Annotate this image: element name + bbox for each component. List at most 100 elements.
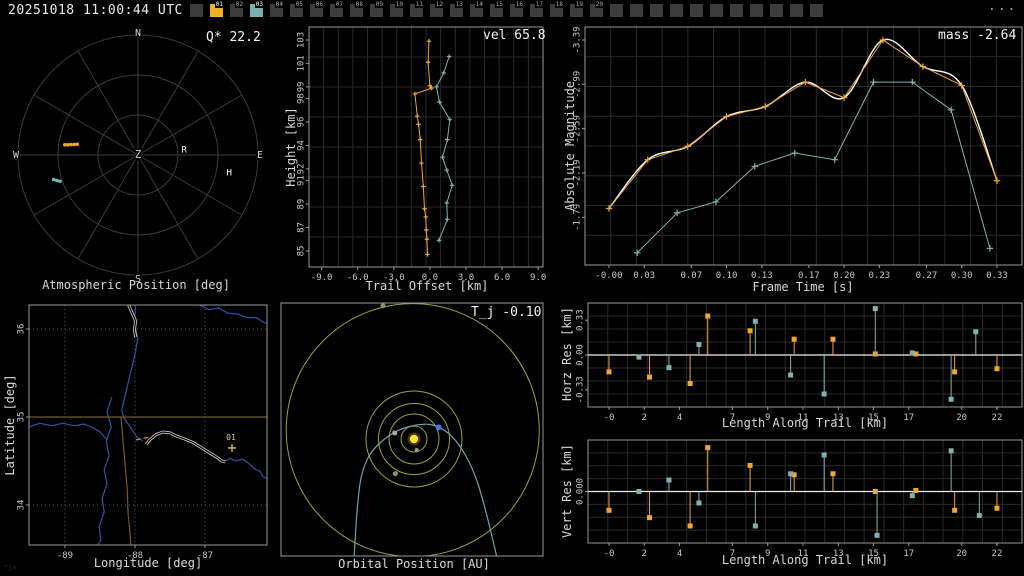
marker-plus: [634, 249, 641, 257]
track-dot: [55, 178, 59, 183]
event-box-08[interactable]: 08: [350, 1, 364, 17]
stem-square: [830, 336, 836, 342]
event-box-14[interactable]: 14: [470, 1, 484, 17]
mercury-dot: [414, 447, 419, 452]
event-box-blank[interactable]: [770, 4, 783, 17]
stem-square: [747, 328, 753, 334]
x-tick-label: 2: [642, 413, 647, 423]
river: [97, 396, 113, 545]
stem-square: [994, 366, 1000, 372]
marker-plus: [412, 91, 418, 97]
polar-spoke: [77, 50, 139, 156]
x-tick-label: -3.0: [383, 273, 405, 283]
event-box-blank[interactable]: [670, 4, 683, 17]
marker-plus: [421, 184, 426, 189]
y-tick-label: 0.00: [576, 344, 586, 366]
event-box-01[interactable]: 01: [210, 1, 224, 17]
y-tick-label: 92: [297, 163, 307, 174]
plot-frame: [308, 26, 544, 268]
x-tick-label: 0.33: [986, 271, 1008, 281]
event-box-11[interactable]: 11: [410, 1, 424, 17]
map-ylabel: Latitude [deg]: [3, 374, 17, 476]
event-box-number: 01: [214, 1, 224, 8]
polar-spoke: [77, 154, 139, 260]
mass-value: mass -2.64: [938, 28, 1017, 43]
event-box-10[interactable]: 10: [390, 1, 404, 17]
event-box-blank[interactable]: [690, 4, 703, 17]
x-tick-label: 13: [833, 549, 844, 559]
event-box-20[interactable]: 20: [590, 1, 604, 17]
map-features: 01: [29, 305, 267, 545]
marker-plus: [751, 163, 758, 170]
event-box-17[interactable]: 17: [530, 1, 544, 17]
event-box-blank[interactable]: [190, 4, 203, 17]
river: [121, 305, 144, 442]
x-tick-label: 15: [868, 549, 879, 559]
marker-plus: [958, 82, 965, 89]
orbit-graphics: [285, 303, 540, 556]
stem-square: [687, 523, 693, 529]
y-tick-label: -3.39: [573, 26, 583, 53]
event-box-number: 16: [514, 1, 524, 8]
y-tick-label: 87: [297, 222, 307, 233]
x-tick-label: 4: [677, 549, 682, 559]
y-tick-label: 103: [297, 32, 307, 48]
y-tick-label: -0.33: [576, 376, 586, 403]
velocity-value: vel 65.8: [483, 28, 546, 43]
event-box-04[interactable]: 04: [270, 1, 284, 17]
residual-series-station-01: [606, 313, 1000, 386]
event-box-blank[interactable]: [810, 4, 823, 17]
radiant-marker-R: R: [181, 145, 187, 155]
mars-dot: [392, 471, 398, 477]
marker-plus: [762, 103, 769, 110]
event-box-16[interactable]: 16: [510, 1, 524, 17]
planet-orbit-ring: [365, 390, 463, 488]
stem-square: [666, 477, 672, 483]
polar-spoke: [33, 154, 139, 216]
vert-res-xlabel: Length Along Trail [km]: [721, 553, 889, 567]
overflow-menu[interactable]: ...: [988, 0, 1018, 14]
event-box-number: 11: [414, 1, 424, 8]
stem-square: [788, 471, 794, 477]
stem-square: [909, 350, 915, 356]
event-box-blank[interactable]: [650, 4, 663, 17]
clock: 20251018 11:00:44 UTC: [8, 3, 183, 18]
event-box-03[interactable]: 03: [250, 1, 264, 17]
y-tick-label: -2.59: [573, 115, 583, 142]
event-box-blank[interactable]: [730, 4, 743, 17]
stem-square: [791, 472, 797, 478]
stem-square: [952, 369, 958, 375]
marker-plus: [605, 205, 613, 212]
event-box-blank[interactable]: [790, 4, 803, 17]
event-box-blank[interactable]: [750, 4, 763, 17]
event-box-07[interactable]: 07: [330, 1, 344, 17]
marker-plus: [449, 183, 455, 188]
event-box-06[interactable]: 06: [310, 1, 324, 17]
trail-ylabel: Height [km]: [284, 107, 298, 187]
event-box-blank[interactable]: [710, 4, 723, 17]
event-box-02[interactable]: 02: [230, 1, 244, 17]
y-tick-label: 36: [17, 324, 27, 335]
river: [199, 305, 267, 325]
x-tick-label: 22: [992, 549, 1003, 559]
event-box-blank[interactable]: [630, 4, 643, 17]
marker-plus: [870, 78, 877, 86]
stem-square: [752, 523, 758, 529]
event-box-18[interactable]: 18: [550, 1, 564, 17]
stem-square: [973, 329, 979, 335]
x-tick-label: 9: [765, 549, 770, 559]
event-box-09[interactable]: 09: [370, 1, 384, 17]
event-box-12[interactable]: 12: [430, 1, 444, 17]
plot-frame: [584, 26, 1023, 266]
event-box-19[interactable]: 19: [570, 1, 584, 17]
event-box-13[interactable]: 13: [450, 1, 464, 17]
event-box-05[interactable]: 05: [290, 1, 304, 17]
event-box-15[interactable]: 15: [490, 1, 504, 17]
stem-square: [647, 515, 653, 521]
event-box-blank[interactable]: [610, 4, 623, 17]
marker-plus: [422, 206, 427, 211]
marker-plus: [425, 60, 431, 65]
stem-square: [821, 452, 827, 458]
